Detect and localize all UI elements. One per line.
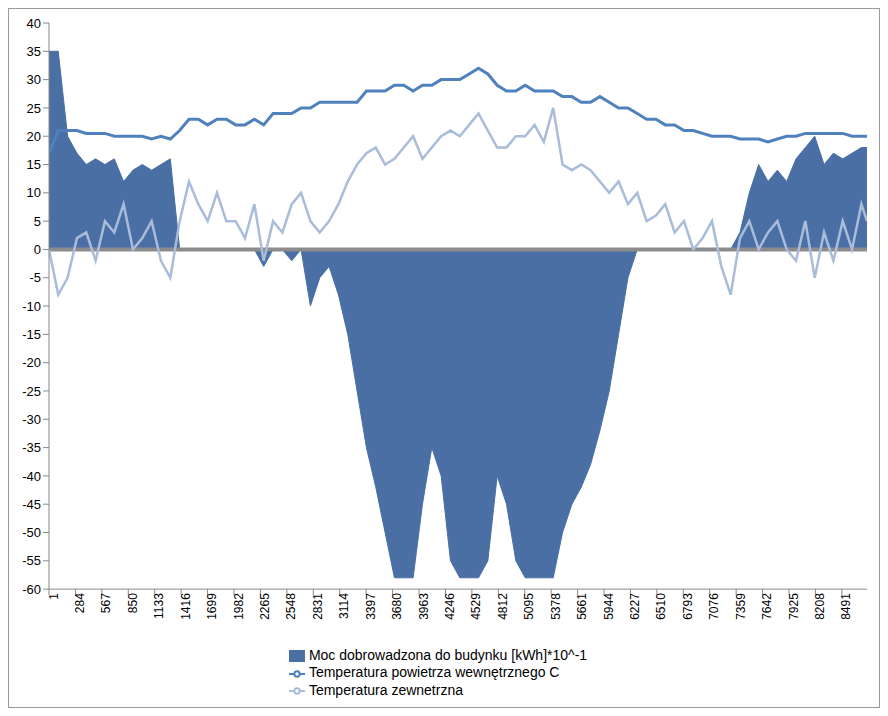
svg-text:-20: -20 [22, 355, 41, 370]
svg-text:5378: 5378 [549, 593, 563, 620]
svg-text:-50: -50 [22, 525, 41, 540]
svg-text:-5: -5 [29, 270, 41, 285]
svg-text:6510: 6510 [654, 593, 668, 620]
svg-text:5: 5 [34, 214, 41, 229]
svg-text:25: 25 [27, 101, 41, 116]
svg-text:1416: 1416 [179, 593, 193, 620]
svg-text:-15: -15 [22, 327, 41, 342]
svg-text:5944: 5944 [602, 593, 616, 620]
svg-text:8208: 8208 [813, 593, 827, 620]
svg-text:850: 850 [126, 593, 140, 613]
svg-text:15: 15 [27, 157, 41, 172]
svg-text:2831: 2831 [311, 593, 325, 620]
svg-text:2548: 2548 [284, 593, 298, 620]
html-text:Temperatura zewnetrzna: Temperatura zewnetrzna [308, 681, 463, 698]
svg-text:6793: 6793 [681, 593, 695, 620]
svg-text:7642: 7642 [760, 593, 774, 620]
svg-text:3397: 3397 [364, 593, 378, 620]
svg-text:5095: 5095 [522, 593, 536, 620]
html-text:Moc dobrowadzona do budynku [k: Moc dobrowadzona do budynku [kWh]*10^-1 [308, 647, 588, 664]
svg-text:7359: 7359 [734, 593, 748, 620]
svg-text:20: 20 [27, 129, 41, 144]
svg-text:-55: -55 [22, 553, 41, 568]
svg-text:1133: 1133 [152, 593, 166, 619]
html-text:Temperatura powietrza wewnętrz: Temperatura powietrza wewnętrznego C [308, 664, 560, 681]
svg-text:567: 567 [99, 593, 113, 613]
svg-text:-10: -10 [22, 299, 41, 314]
svg-text:-35: -35 [22, 440, 41, 455]
svg-text:-25: -25 [22, 384, 41, 399]
svg-text:4246: 4246 [443, 593, 457, 620]
svg-text:30: 30 [27, 72, 41, 87]
svg-text:0: 0 [34, 242, 41, 257]
svg-text:7925: 7925 [787, 593, 801, 620]
svg-text:-45: -45 [22, 497, 41, 512]
svg-text:3680: 3680 [390, 593, 404, 620]
svg-text:1699: 1699 [205, 593, 219, 620]
svg-text:5661: 5661 [575, 593, 589, 620]
svg-text:35: 35 [27, 44, 41, 59]
svg-text:3114: 3114 [337, 593, 351, 619]
svg-text:-30: -30 [22, 412, 41, 427]
svg-text:-40: -40 [22, 469, 41, 484]
svg-text:4529: 4529 [469, 593, 483, 620]
svg-text:8491: 8491 [839, 593, 853, 620]
svg-text:1982: 1982 [232, 593, 246, 620]
svg-text:10: 10 [27, 185, 41, 200]
svg-text:6227: 6227 [628, 593, 642, 620]
svg-text:-60: -60 [22, 582, 41, 597]
svg-text:7076: 7076 [707, 593, 721, 620]
svg-text:4812: 4812 [496, 593, 510, 620]
svg-text:40: 40 [27, 16, 41, 31]
svg-text:284: 284 [73, 593, 87, 613]
svg-text:3963: 3963 [417, 593, 431, 620]
svg-text:1: 1 [47, 593, 61, 600]
svg-text:2265: 2265 [258, 593, 272, 620]
